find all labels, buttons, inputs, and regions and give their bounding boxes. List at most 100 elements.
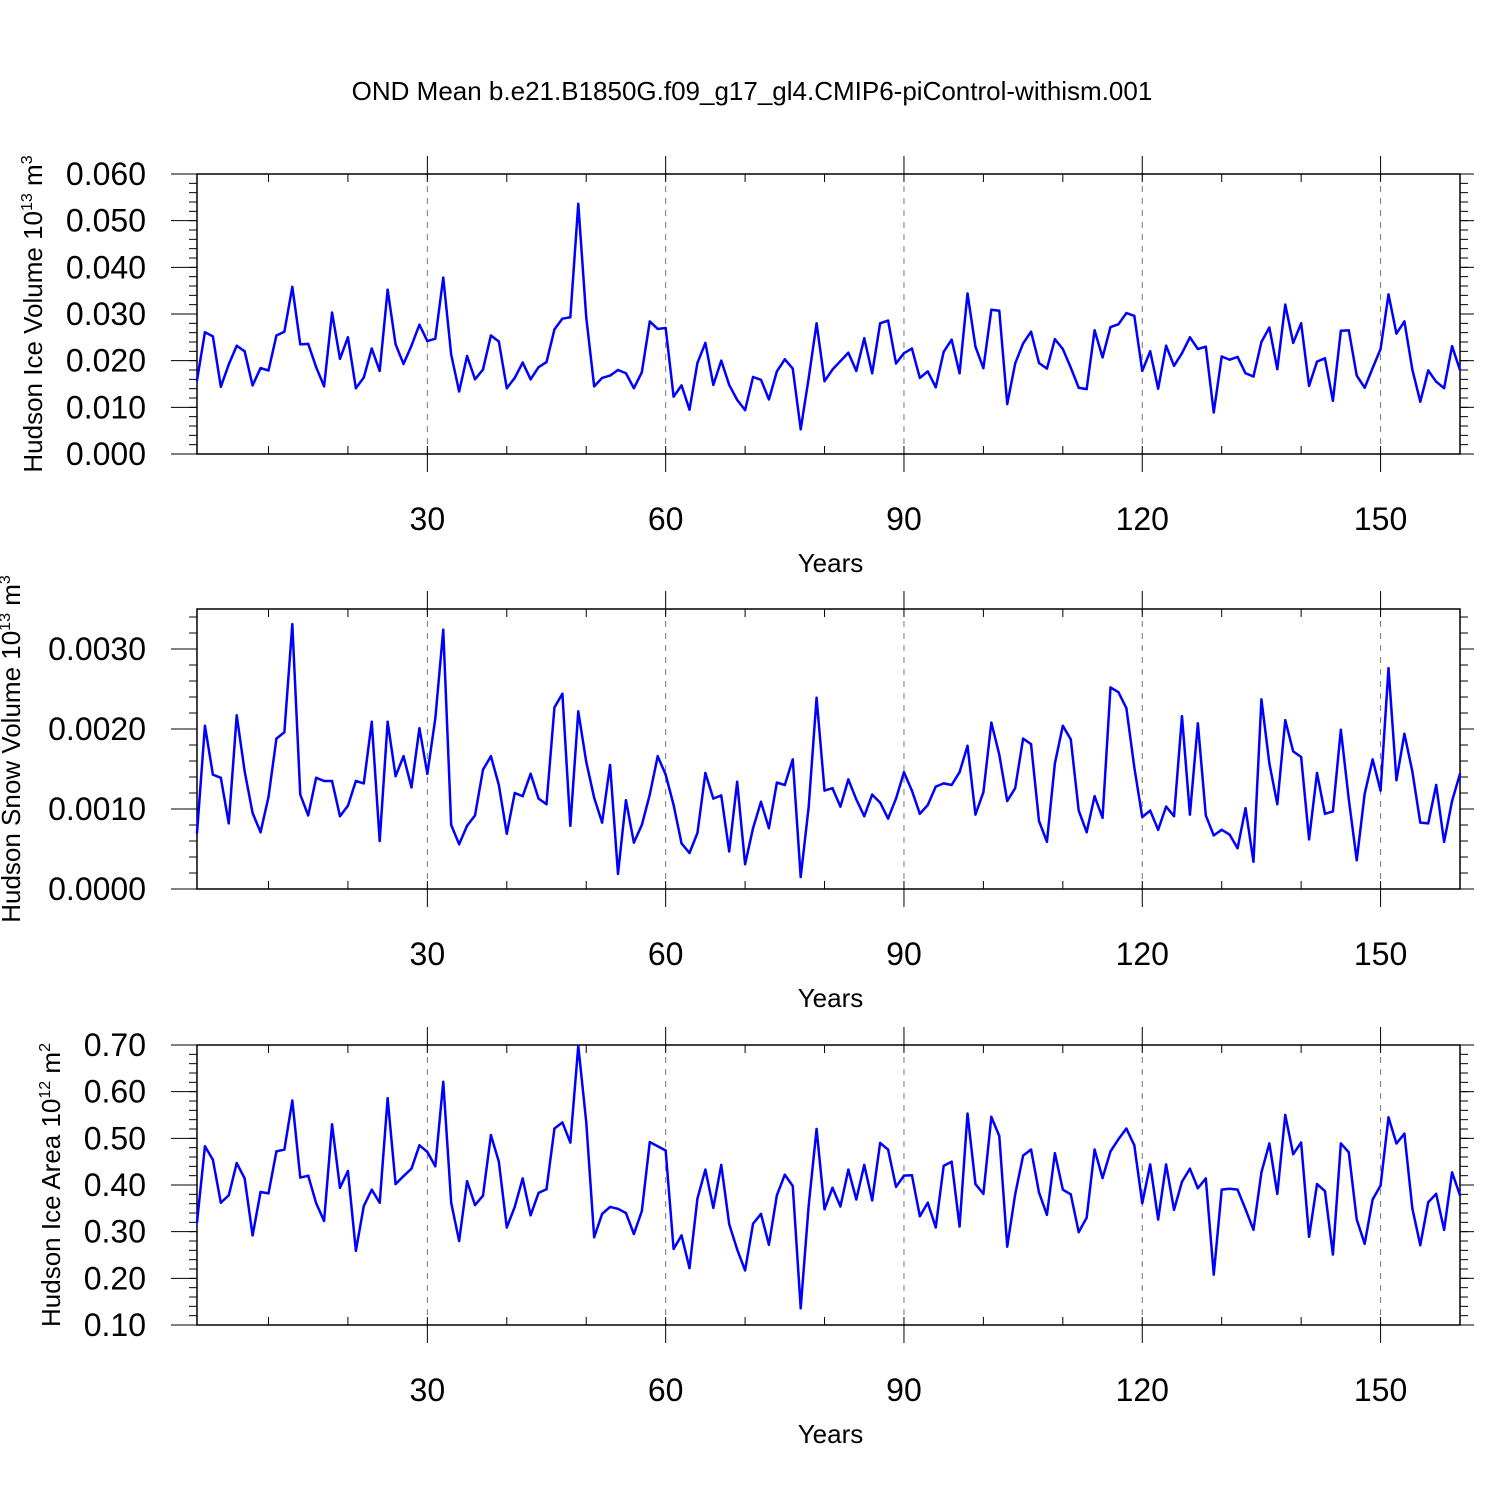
data-point xyxy=(1291,341,1295,345)
data-point xyxy=(1228,1187,1231,1190)
data-point xyxy=(1204,1177,1208,1180)
data-point xyxy=(998,309,1001,312)
data-point xyxy=(307,342,310,346)
data-point xyxy=(672,803,675,807)
data-point xyxy=(1196,1187,1200,1190)
data-point xyxy=(847,351,850,354)
data-point xyxy=(1149,1163,1152,1166)
y-tick-label-0.60: 0.60 xyxy=(84,1074,146,1110)
data-point xyxy=(712,383,715,387)
data-point xyxy=(1172,1208,1176,1211)
data-point xyxy=(1284,1113,1287,1117)
data-point xyxy=(894,362,898,365)
data-point xyxy=(434,1165,437,1168)
data-point xyxy=(1196,347,1200,351)
data-point xyxy=(577,710,580,713)
y-axis-label: Hudson Snow Volume 1013 m3 xyxy=(0,575,26,923)
data-points xyxy=(195,1044,1462,1310)
series-line-hudson-snow-volume xyxy=(195,622,1462,879)
data-point xyxy=(1387,1116,1390,1119)
data-point xyxy=(823,789,826,792)
data-point xyxy=(902,771,906,774)
data-point xyxy=(1427,1201,1430,1204)
data-point xyxy=(775,1194,779,1197)
data-point xyxy=(1419,821,1422,824)
x-tick-label-90: 90 xyxy=(886,501,922,537)
data-point xyxy=(1260,1171,1263,1174)
data-point xyxy=(513,791,516,795)
data-point xyxy=(203,1145,207,1148)
data-point xyxy=(640,371,644,374)
y-label-text: m xyxy=(18,164,48,193)
data-point xyxy=(307,1174,310,1177)
data-point xyxy=(235,714,238,717)
y-tick-label-0.050: 0.050 xyxy=(66,203,146,239)
x-tick-label-60: 60 xyxy=(648,1372,684,1408)
data-point xyxy=(338,815,342,818)
data-point xyxy=(1307,1235,1311,1239)
data-point xyxy=(1268,326,1271,329)
data-point xyxy=(426,339,429,343)
data-point xyxy=(283,330,286,333)
data-point xyxy=(775,370,779,373)
data-point xyxy=(1133,314,1136,318)
data-point xyxy=(910,1174,914,1177)
data-point xyxy=(1236,355,1239,359)
data-point xyxy=(489,755,493,758)
data-point xyxy=(577,1044,580,1048)
data-point xyxy=(870,372,874,375)
data-point xyxy=(1427,822,1430,825)
data-point xyxy=(1029,330,1033,333)
y-tick-label-0.0000: 0.0000 xyxy=(48,871,146,907)
data-point xyxy=(616,1207,620,1211)
data-point xyxy=(799,428,802,431)
data-point xyxy=(1379,347,1382,351)
data-point xyxy=(235,344,238,347)
data-point xyxy=(577,202,580,206)
data-point xyxy=(1244,372,1247,375)
data-point xyxy=(1291,750,1295,753)
data-point xyxy=(1220,1188,1223,1191)
data-point xyxy=(696,831,699,835)
data-point xyxy=(918,812,922,815)
data-point xyxy=(1411,770,1414,773)
data-point xyxy=(1434,380,1438,383)
data-point xyxy=(886,817,890,820)
data-point xyxy=(521,795,524,798)
data-point xyxy=(664,773,667,776)
data-point xyxy=(362,782,366,785)
data-point xyxy=(600,821,604,824)
data-point xyxy=(1117,1138,1120,1141)
data-point xyxy=(267,795,270,799)
data-point xyxy=(283,731,286,734)
data-point xyxy=(1077,809,1080,812)
data-point xyxy=(894,1185,898,1189)
data-point xyxy=(759,378,763,381)
data-point xyxy=(632,1232,636,1236)
data-point xyxy=(1236,847,1239,850)
data-point xyxy=(394,1182,397,1186)
data-point xyxy=(585,1120,588,1124)
data-point xyxy=(251,1234,254,1237)
data-point xyxy=(1363,386,1366,389)
data-point xyxy=(1419,1244,1422,1247)
data-point xyxy=(831,787,834,790)
data-point xyxy=(974,813,977,816)
data-point xyxy=(1013,362,1017,365)
data-point xyxy=(386,1097,389,1100)
data-point xyxy=(1006,402,1009,406)
data-point xyxy=(1339,329,1343,332)
data-point xyxy=(307,814,310,817)
data-point xyxy=(1109,1150,1112,1153)
data-point xyxy=(1212,411,1215,414)
data-point xyxy=(759,1212,763,1216)
data-point xyxy=(569,316,572,319)
data-point xyxy=(743,863,747,866)
data-point xyxy=(1085,387,1088,391)
y-tick-label-0.0010: 0.0010 xyxy=(48,791,146,827)
data-point xyxy=(759,800,763,803)
data-point xyxy=(751,1222,755,1225)
data-point xyxy=(299,793,302,796)
data-point xyxy=(481,768,485,771)
data-point xyxy=(1260,340,1263,344)
